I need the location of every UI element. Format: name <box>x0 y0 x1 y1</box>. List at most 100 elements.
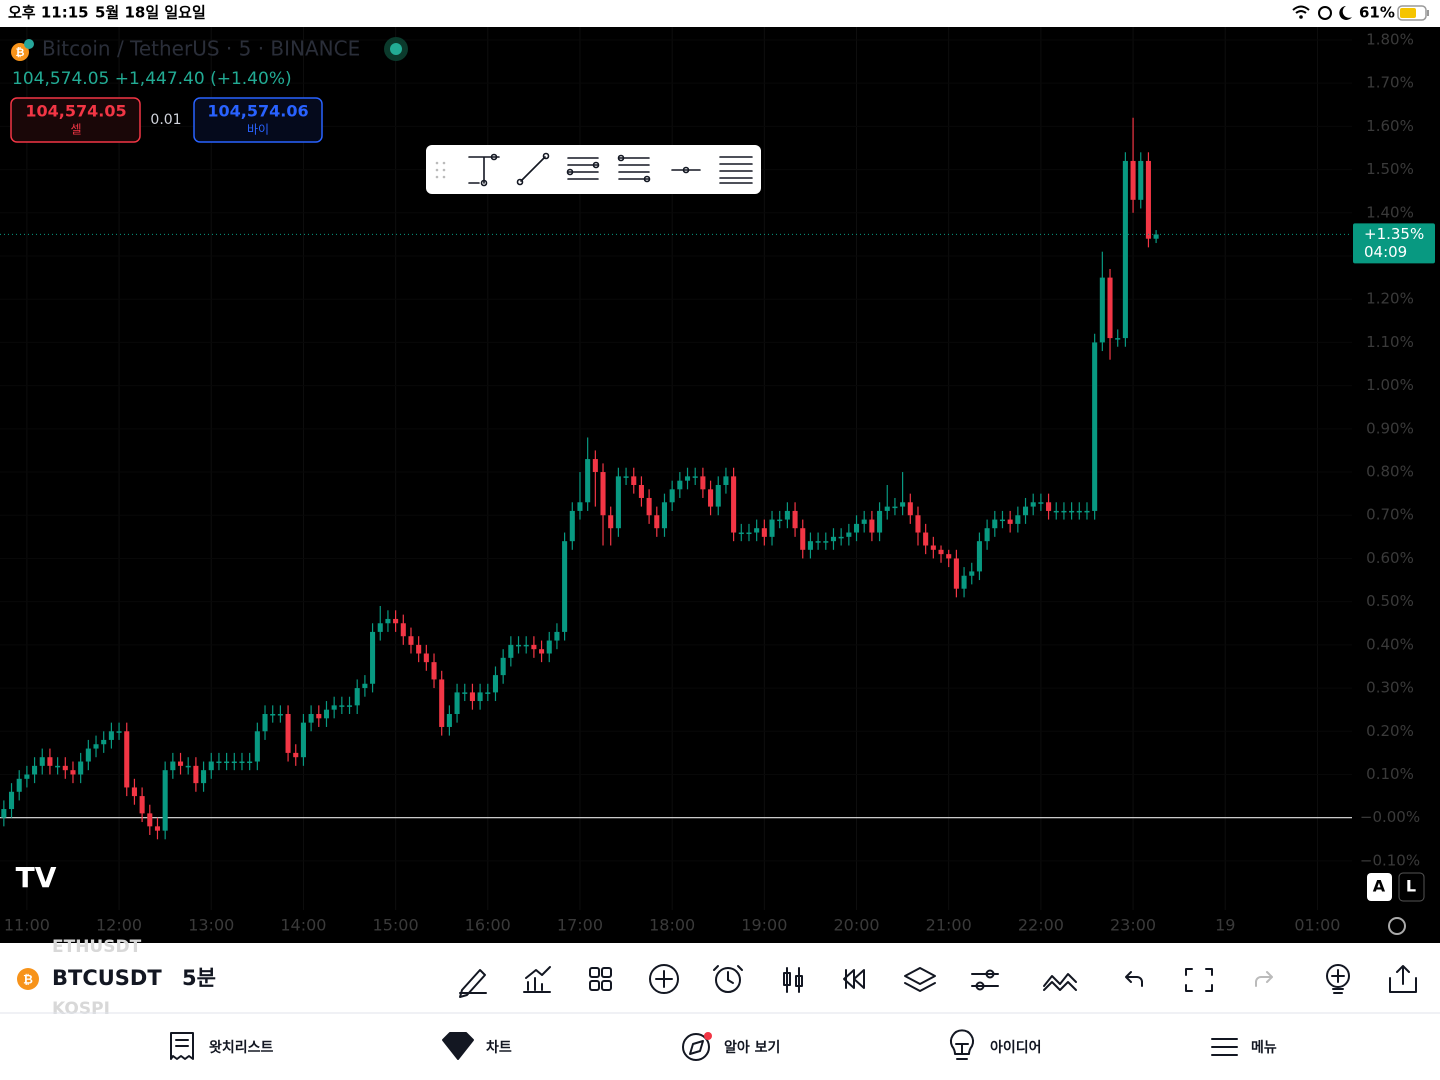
candle-body <box>24 774 30 779</box>
scale-button[interactable] <box>1398 872 1425 902</box>
tool-horizontal-ray[interactable] <box>671 166 701 174</box>
candle-body <box>439 679 445 727</box>
candle-body <box>999 519 1006 522</box>
tab-label[interactable]: 왓치리스트 <box>209 1040 274 1056</box>
sell-label[interactable]: 셀 <box>70 123 81 137</box>
candle-body <box>1145 160 1151 239</box>
candle-body <box>800 528 806 550</box>
candle-body <box>1076 510 1082 513</box>
candle-body <box>431 662 437 680</box>
interval[interactable]: 5분 <box>182 966 216 990</box>
candle-body <box>177 761 184 766</box>
candle-body <box>47 757 53 766</box>
toolbar-icons[interactable] <box>459 964 1417 998</box>
y-tick-label: 1.50% <box>1366 160 1414 178</box>
scale-button[interactable] <box>1367 873 1392 901</box>
candle-body <box>884 506 890 511</box>
y-tick-label: 0.70% <box>1366 506 1414 524</box>
candle-body <box>139 796 145 814</box>
buy-button[interactable] <box>193 97 323 143</box>
y-tick-label: 0.40% <box>1366 635 1414 653</box>
candle-body <box>1130 160 1136 200</box>
candle-body <box>1030 502 1036 507</box>
candle-body <box>1107 277 1113 339</box>
status-icons <box>1292 5 1429 21</box>
bar-countdown: 04:09 <box>1364 243 1407 261</box>
next-symbol: KOSPI <box>52 999 110 1019</box>
y-tick-label: 0.50% <box>1366 592 1414 610</box>
candle-body <box>477 692 483 702</box>
tool-trendline[interactable] <box>516 152 550 186</box>
candle-body <box>32 765 38 775</box>
tab-icons[interactable] <box>170 1029 1238 1061</box>
candle-body <box>285 714 291 753</box>
candle-body <box>162 770 168 831</box>
tool-fib[interactable] <box>566 157 600 180</box>
candle-body <box>907 502 913 516</box>
x-tick-label: 15:00 <box>373 916 419 935</box>
battery-level: 61% <box>1359 4 1395 22</box>
tab-label[interactable]: 알아 보기 <box>724 1039 780 1056</box>
candle-body <box>331 705 337 710</box>
y-tick-label: 0.60% <box>1366 549 1414 567</box>
candle-body <box>147 813 153 827</box>
symbol-name[interactable]: BTCUSDT <box>52 966 162 990</box>
tool-fib-ext[interactable] <box>617 154 651 183</box>
candle-body <box>915 515 921 533</box>
settings-button[interactable] <box>1388 917 1406 935</box>
candle-body <box>1022 506 1029 516</box>
buy-price[interactable]: 104,574.06 <box>207 102 308 121</box>
candle-body <box>70 770 76 775</box>
coin-logo <box>11 43 29 61</box>
candle-body <box>247 761 253 764</box>
x-tick-label: 19:00 <box>741 916 787 935</box>
sell-button[interactable] <box>10 97 141 143</box>
candle-body <box>500 657 506 676</box>
market-status-dot <box>390 43 402 55</box>
scale-log[interactable]: L <box>1406 877 1416 896</box>
candle-body <box>1138 160 1144 200</box>
candle-body <box>508 644 514 658</box>
candle-body <box>953 558 959 589</box>
y-tick-label: 0.10% <box>1366 765 1414 783</box>
candle-body <box>400 623 406 637</box>
tab-label[interactable]: 차트 <box>486 1040 512 1056</box>
tool-vertical[interactable] <box>468 153 500 187</box>
y-tick-label: 1.10% <box>1366 333 1414 351</box>
candle-body <box>1084 510 1090 513</box>
candle-body <box>485 692 491 694</box>
candle-body <box>554 631 560 641</box>
candle-body <box>16 778 22 792</box>
buy-label[interactable]: 바이 <box>247 123 269 137</box>
sell-price[interactable]: 104,574.05 <box>25 102 126 121</box>
previous-symbol: ETHUSDT <box>52 937 142 957</box>
candle-body <box>615 476 621 529</box>
x-tick-label: 22:00 <box>1018 916 1064 935</box>
candle-body <box>346 705 353 707</box>
candle-body <box>623 476 629 478</box>
candle-body <box>216 761 222 764</box>
candle-body <box>930 545 936 550</box>
tool-parallel[interactable] <box>719 156 753 184</box>
scale-auto[interactable]: A <box>1373 877 1386 896</box>
candle-body <box>592 459 598 473</box>
symbol-quote: 104,574.05 +1,447.40 (+1.40%) <box>12 69 292 89</box>
candle-body <box>185 765 191 768</box>
candle-body <box>769 519 775 537</box>
candle-body <box>1115 338 1121 340</box>
tv-logo: TV <box>16 861 57 894</box>
y-tick-label: 1.20% <box>1366 290 1414 308</box>
candle-body <box>423 653 429 663</box>
tab-label[interactable]: 메뉴 <box>1251 1040 1277 1056</box>
tab-label[interactable]: 아이디어 <box>990 1039 1042 1056</box>
last-price-tag <box>1353 223 1435 264</box>
candle-body <box>1099 277 1105 343</box>
y-tick-label: 1.80% <box>1366 30 1414 48</box>
candle-body <box>193 765 199 784</box>
candle-body <box>1069 510 1075 513</box>
candle-body <box>631 476 637 485</box>
candle-body <box>646 497 652 516</box>
candle-body <box>577 502 583 511</box>
y-tick-label: 0.90% <box>1366 419 1414 437</box>
candle-body <box>861 519 867 524</box>
